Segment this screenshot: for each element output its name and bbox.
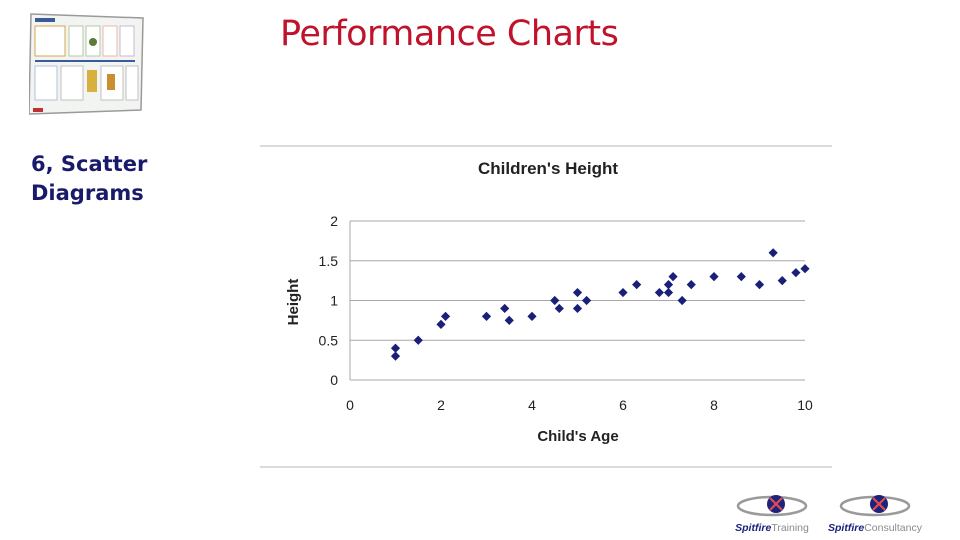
x-tick-label: 0 — [346, 397, 354, 413]
scatter-point — [677, 295, 687, 306]
spitfire-training-logo: SpitfireTraining — [712, 490, 832, 536]
x-tick-label: 6 — [619, 397, 627, 413]
scatter-point — [390, 343, 401, 353]
spitfire-consultancy-logo: SpitfireConsultancy — [815, 490, 935, 536]
x-axis-label: Child's Age — [537, 428, 618, 445]
scatter-point — [572, 287, 583, 298]
y-tick-label: 1 — [330, 293, 338, 309]
spitfire-training-wordmark: SpitfireTraining — [735, 522, 809, 534]
scatter-point — [663, 280, 674, 290]
y-tick-label: 2 — [330, 213, 338, 229]
scatter-point — [481, 311, 492, 321]
scatter-point — [663, 287, 674, 298]
x-tick-label: 8 — [710, 397, 718, 413]
scatter-point — [709, 272, 719, 282]
section-label: 6, Scatter Diagrams — [31, 150, 181, 208]
scatter-point — [500, 303, 510, 314]
x-tick-label: 4 — [528, 397, 536, 413]
scatter-point — [582, 295, 592, 306]
scatter-point — [527, 311, 537, 321]
x-tick-label: 10 — [797, 397, 813, 413]
scatter-point — [777, 276, 787, 286]
scatter-point — [800, 264, 810, 274]
scatter-point — [654, 287, 664, 298]
scatter-point — [686, 280, 696, 290]
spitfire-consultancy-wordmark: SpitfireConsultancy — [828, 522, 922, 534]
scatter-point — [440, 311, 451, 321]
scatter-chart-panel: Children's Height Child's Age Height 0 0.… — [260, 143, 832, 469]
whiteboard-thumbnail-image — [28, 12, 146, 116]
scatter-point — [632, 280, 642, 290]
y-axis-label: Height — [285, 279, 302, 326]
y-tick-label: 0.5 — [319, 332, 339, 348]
scatter-point — [436, 319, 446, 329]
spitfire-emblem-icon — [839, 495, 911, 517]
scatter-point — [390, 351, 401, 361]
scatter-point — [736, 272, 746, 282]
spitfire-emblem-icon — [736, 495, 808, 517]
section-label-line-1: 6, Scatter — [31, 152, 148, 176]
scatter-point — [618, 287, 628, 298]
scatter-point — [768, 248, 778, 258]
scatter-point — [754, 280, 765, 290]
scatter-chart: Children's Height Child's Age Height 0 0.… — [260, 145, 832, 468]
scatter-point — [791, 268, 801, 278]
scatter-point — [550, 295, 560, 306]
scatter-point — [668, 272, 678, 282]
scatter-point — [554, 303, 564, 314]
slide-title: Performance Charts — [280, 14, 619, 54]
scatter-point — [413, 335, 423, 345]
y-tick-label: 1.5 — [319, 253, 339, 269]
section-label-line-2: Diagrams — [31, 181, 144, 205]
x-tick-label: 2 — [437, 397, 445, 413]
chart-title: Children's Height — [478, 159, 618, 178]
scatter-point — [572, 303, 583, 314]
scatter-point — [504, 315, 514, 325]
y-tick-label: 0 — [330, 372, 338, 388]
